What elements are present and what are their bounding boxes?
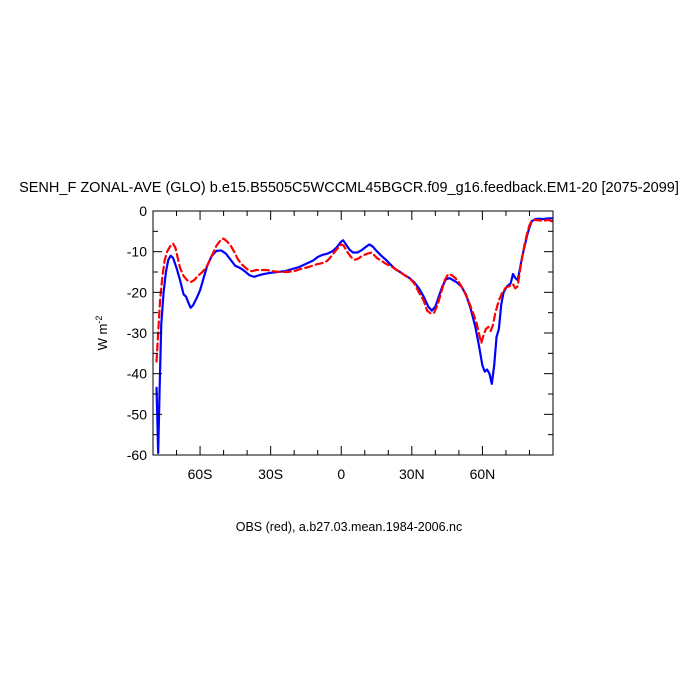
chart-footer: OBS (red), a.b27.03.mean.1984-2006.nc [236,520,463,534]
model-series-line [155,217,553,455]
y-tick-label: -30 [127,325,147,341]
y-tick-label: -10 [127,244,147,260]
y-axis-label-main: W m [95,324,110,351]
y-tick-label: -40 [127,366,147,382]
plot-frame [152,210,554,456]
y-axis-label-exponent: -2 [94,316,104,324]
y-tick-label: -50 [127,406,147,422]
x-tick-label: 30S [258,466,283,482]
chart-title: SENH_F ZONAL-AVE (GLO) b.e15.B5505C5WCCM… [19,180,679,196]
y-tick-label: -60 [127,447,147,463]
axis-ticks [153,210,554,456]
x-tick-label: 60N [470,466,496,482]
x-tick-label: 30N [399,466,425,482]
x-tick-label: 0 [337,466,345,482]
y-tick-label: 0 [139,203,147,219]
obs-series-line [155,218,553,363]
x-tick-label: 60S [188,466,213,482]
y-tick-label: -20 [127,284,147,300]
plot-area [152,210,554,456]
y-axis-label: W m-2 [94,316,110,351]
series-lines [155,217,553,455]
